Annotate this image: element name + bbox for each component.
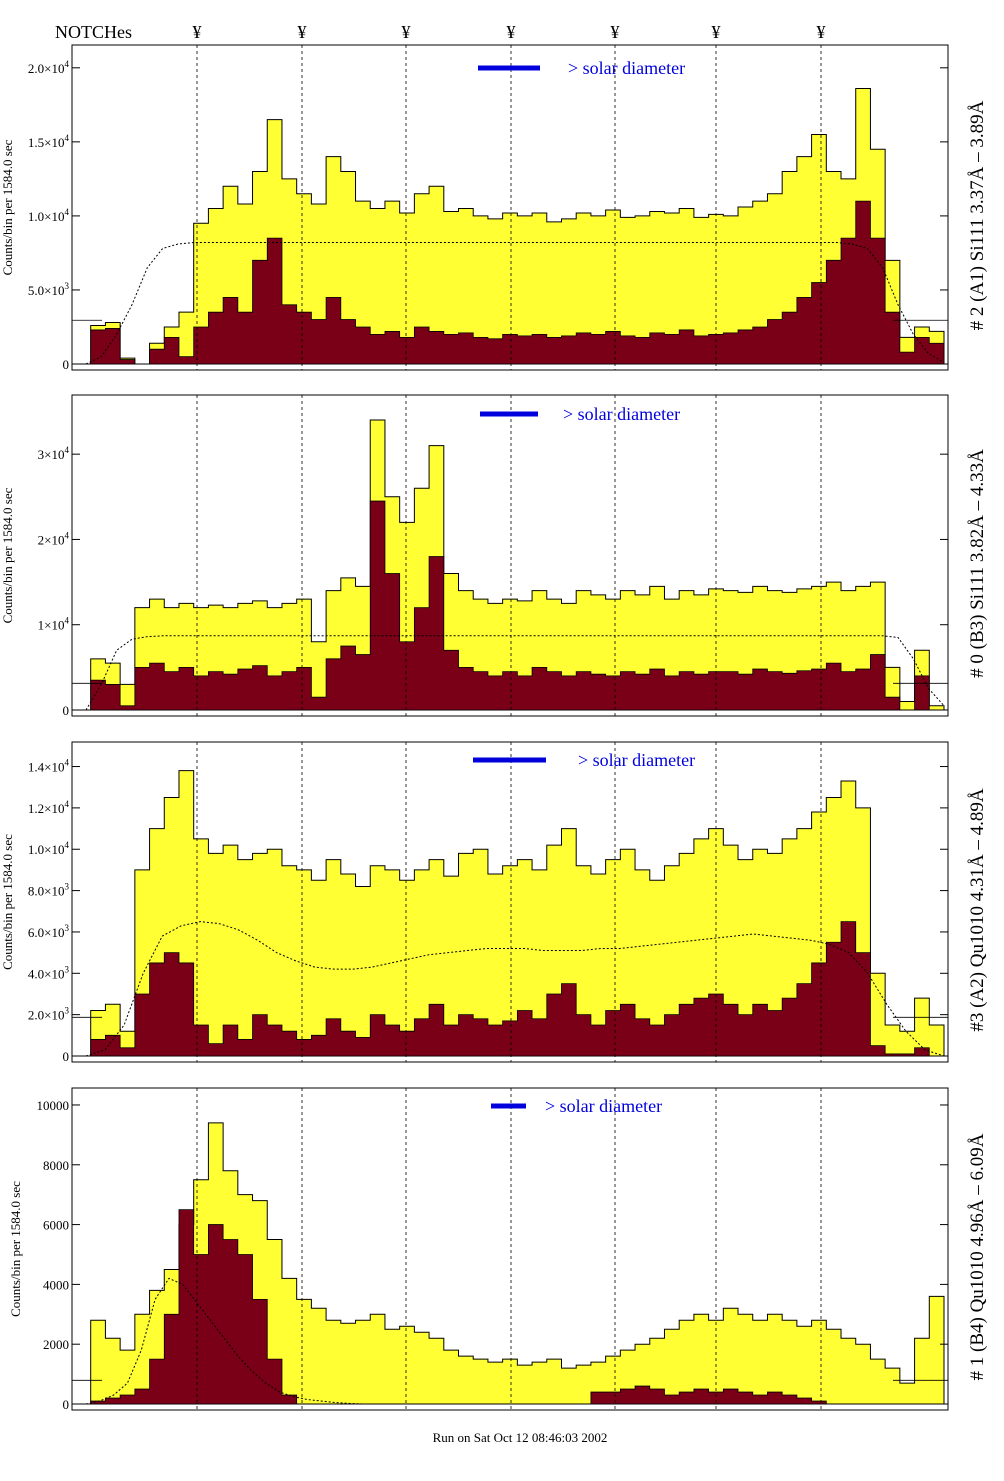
series-sub-counts [76,200,945,365]
solar-diameter-legend: > solar diameter [563,404,680,424]
y-tick-label: 8000 [43,1158,69,1173]
notch-marker-3: ¥ [402,22,411,42]
series-sub-counts [76,500,944,711]
chart-panels: 0 5.0×103 1.0×104 1.5×104 2.0×104 Counts/bin … [0,44,988,1412]
chart-panel-2: 0 1×104 2×104 3×104 Counts/bin per 1584.0 se… [0,394,988,718]
chart-panel-1: 0 5.0×103 1.0×104 1.5×104 2.0×104 Counts/bin … [0,44,988,372]
notch-markers: ¥ ¥ ¥ ¥ ¥ ¥ ¥ [193,22,826,42]
y-axis-label: Counts/bin per 1584.0 sec [8,1181,23,1317]
y-tick-label: 6.0×103 [28,923,70,940]
y-tick-label: 1.5×104 [28,133,70,150]
chart-panel-3: 0 2.0×103 4.0×103 6.0×103 8.0×103 1.0×104 1.2×… [0,741,988,1064]
series-total-counts [76,88,945,365]
y-tick-label: 6000 [43,1218,69,1233]
y-tick-label: 2.0×104 [28,59,70,76]
solar-diameter-legend: > solar diameter [578,750,695,770]
y-tick-label: 5.0×103 [28,281,70,298]
solar-diameter-legend: > solar diameter [568,58,685,78]
series-total-counts [76,1122,945,1405]
series-sub-counts [76,921,944,1057]
y-tick-label: 1.0×104 [28,840,70,857]
y-tick-label: 0 [63,703,70,718]
y-axis-label: Counts/bin per 1584.0 sec [0,487,15,623]
y-tick-label: 10000 [37,1098,70,1113]
y-tick-label: 2000 [43,1337,69,1352]
notches-label: NOTCHes [55,22,132,42]
y-tick-label: 1.2×104 [28,799,70,816]
panel-channel-label: # 1 (B4) Qu1010 4.96Å – 6.09Å [967,1133,988,1380]
series-sub-counts [76,1209,944,1405]
y-tick-label: 0 [63,1049,70,1064]
series-total-counts [76,770,945,1057]
model-curve [85,921,945,1057]
model-curve [85,242,945,365]
y-tick-label: 4000 [43,1277,69,1292]
y-tick-label: 0 [63,357,70,372]
y-tick-label: 4.0×103 [28,964,70,981]
y-axis-label: Counts/bin per 1584.0 sec [0,834,15,970]
y-axis-label: Counts/bin per 1584.0 sec [0,139,15,275]
notch-marker-1: ¥ [193,22,202,42]
model-curve [85,635,945,711]
y-tick-label: 3×104 [38,445,70,462]
y-tick-label: 2.0×103 [28,1006,70,1023]
solar-diameter-legend: > solar diameter [545,1096,662,1116]
run-timestamp: Run on Sat Oct 12 08:46:03 2002 [433,1430,608,1445]
panel-channel-label: # 2 (A1) Si111 3.37Å – 3.89Å [967,100,988,330]
notch-marker-7: ¥ [817,22,826,42]
y-tick-label: 1×104 [38,616,70,633]
panel-channel-label: # 0 (B3) Si111 3.82Å – 4.33Å [967,449,988,678]
notch-marker-5: ¥ [611,22,620,42]
y-tick-label: 1.0×104 [28,207,70,224]
series-total-counts [76,419,945,711]
y-tick-label: 1.4×104 [28,758,70,775]
notch-marker-2: ¥ [298,22,307,42]
notch-marker-4: ¥ [507,22,516,42]
y-tick-label: 2×104 [38,530,70,547]
y-tick-label: 8.0×103 [28,882,70,899]
chart-panel-4: 0 2000 4000 6000 8000 10000 Counts/bin per 158… [8,1087,988,1412]
panel-channel-label: #3 (A2) Qu1010 4.31Å – 4.89Å [967,788,988,1032]
y-tick-label: 0 [63,1397,70,1412]
notch-marker-6: ¥ [712,22,721,42]
